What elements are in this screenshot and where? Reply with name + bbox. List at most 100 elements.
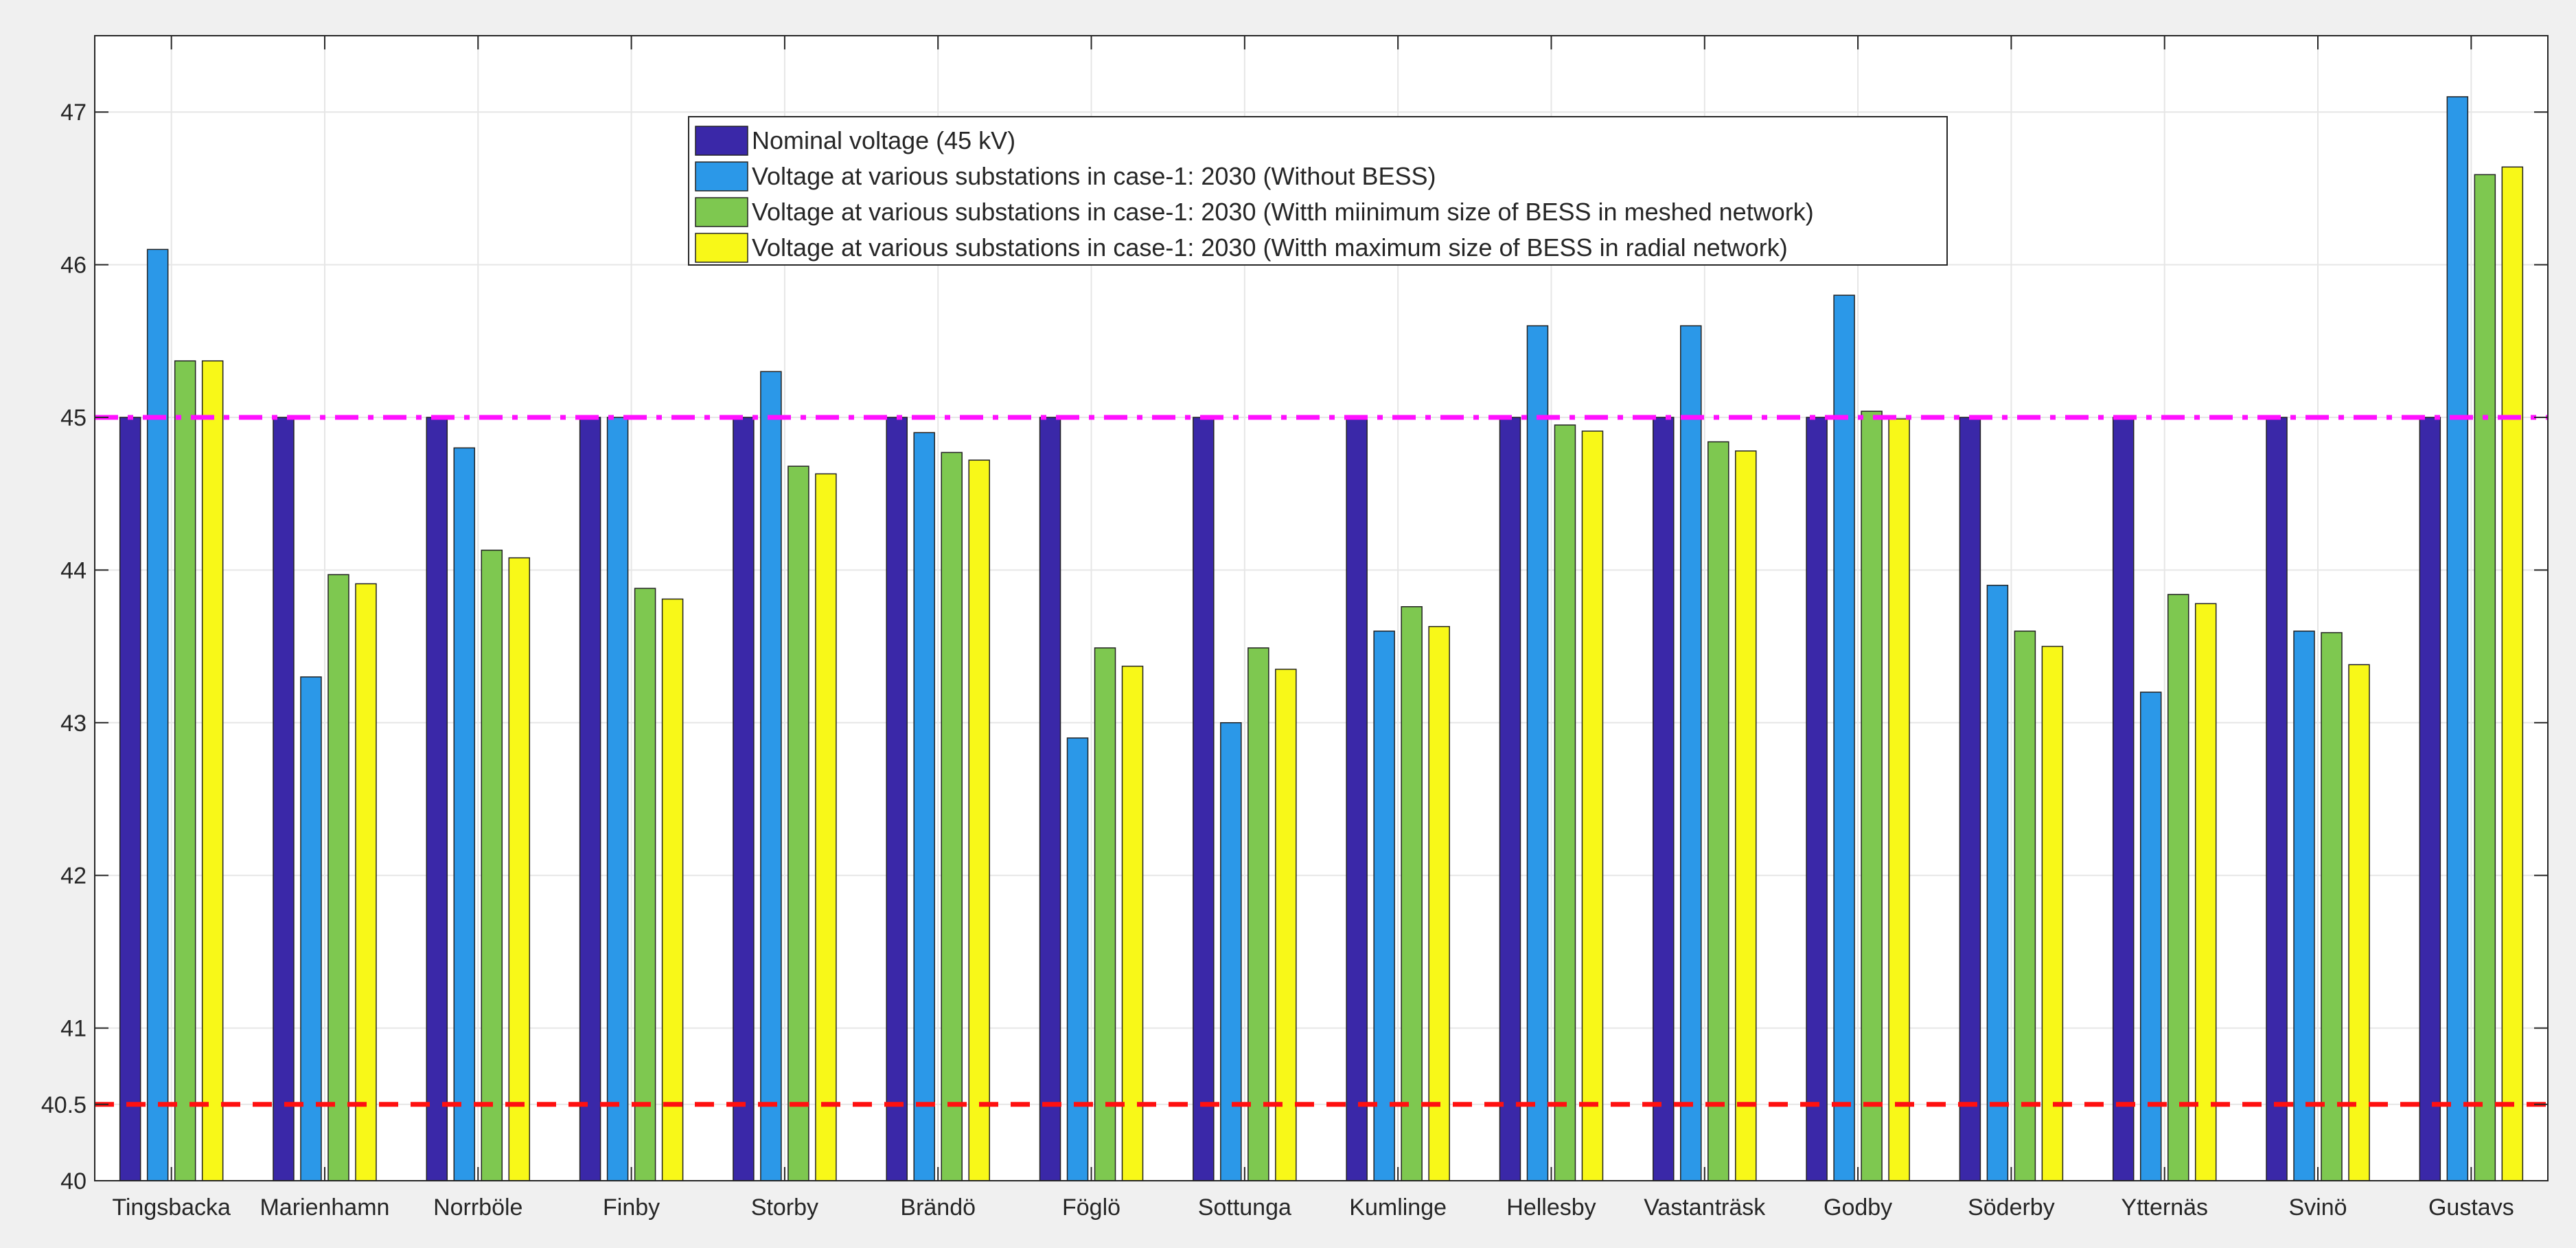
legend-label: Voltage at various substations in case-1… — [752, 162, 1436, 190]
y-tick-label: 47 — [60, 100, 87, 126]
bar — [2112, 417, 2135, 1181]
bar — [1680, 325, 1702, 1181]
bar — [1346, 417, 1368, 1181]
bar — [1554, 424, 1576, 1181]
bar — [1581, 430, 1604, 1181]
x-tick-label: Finby — [603, 1194, 660, 1221]
bar — [1121, 665, 1144, 1181]
bar — [2293, 630, 2315, 1181]
bar — [1959, 417, 1981, 1181]
x-tick-label: Norrböle — [433, 1194, 522, 1221]
x-tick-label: Ytternäs — [2121, 1194, 2208, 1221]
bar — [2321, 632, 2343, 1181]
x-tick-label: Hellesby — [1506, 1194, 1596, 1221]
legend-label: Voltage at various substations in case-1… — [752, 198, 1814, 226]
bar — [1373, 630, 1395, 1181]
legend-swatch — [695, 161, 748, 192]
bar — [1707, 441, 1729, 1181]
y-tick-label: 44 — [60, 557, 87, 583]
x-tick-label: Söderby — [1968, 1194, 2055, 1221]
bar — [579, 417, 601, 1181]
x-tick-label: Föglö — [1062, 1194, 1120, 1221]
bar — [760, 371, 782, 1181]
bar — [2266, 417, 2288, 1181]
legend-swatch — [695, 233, 748, 263]
bar — [787, 465, 809, 1181]
bar — [300, 676, 322, 1181]
bar — [1094, 647, 1116, 1181]
legend-label: Nominal voltage (45 kV) — [752, 126, 1015, 154]
bar — [1275, 669, 1297, 1181]
bar — [2419, 417, 2441, 1181]
bars-group — [119, 96, 2524, 1181]
bar — [886, 417, 908, 1181]
x-tick-label: Storby — [751, 1194, 818, 1221]
axis-ticks: 40 40.5 41 42 43 44 45 46 47 Tingsbacka Marienhamn… — [41, 36, 2548, 1221]
bar — [2014, 630, 2036, 1181]
bar — [1526, 325, 1549, 1181]
bar — [2194, 603, 2217, 1181]
bar — [426, 417, 448, 1181]
bar — [2446, 96, 2469, 1181]
legend-swatch — [695, 126, 748, 156]
bar — [1039, 417, 1061, 1181]
x-tick-label: Marienhamn — [260, 1194, 389, 1221]
bar — [733, 417, 755, 1181]
bar — [634, 588, 656, 1181]
bar — [481, 549, 503, 1181]
bar — [606, 417, 629, 1181]
bar — [1193, 417, 1215, 1181]
bar — [1861, 411, 1883, 1181]
bar — [273, 417, 295, 1181]
bar — [201, 360, 224, 1181]
x-tick-label: Kumlinge — [1349, 1194, 1447, 1221]
legend: Nominal voltage (45 kV) Voltage at variou… — [688, 116, 1948, 266]
x-tick-label: Vastanträsk — [1644, 1194, 1766, 1221]
bar — [327, 574, 349, 1181]
x-tick-label: Godby — [1824, 1194, 1892, 1221]
y-tick-label: 45 — [60, 405, 87, 431]
bar — [1806, 417, 1828, 1181]
y-tick-label: 46 — [60, 253, 87, 279]
y-tick-label: 40.5 — [41, 1092, 87, 1118]
bar — [2167, 594, 2189, 1181]
plot-border — [94, 35, 2549, 1181]
bar — [1735, 450, 1757, 1181]
bar — [913, 432, 935, 1181]
legend-swatch — [695, 197, 748, 227]
x-tick-label: Tingsbacka — [112, 1194, 231, 1221]
y-tick-label: 42 — [60, 863, 87, 889]
bar — [2139, 691, 2162, 1181]
bar — [2348, 664, 2370, 1181]
x-tick-label: Sottunga — [1198, 1194, 1291, 1221]
bar — [119, 417, 141, 1181]
bar — [355, 583, 377, 1181]
bar — [508, 557, 531, 1181]
bar — [2501, 166, 2524, 1181]
legend-label: Voltage at various substations in case-1… — [752, 233, 1788, 262]
bar — [2474, 174, 2496, 1181]
bar — [1247, 647, 1269, 1181]
bar — [941, 452, 963, 1181]
bar — [1401, 606, 1423, 1181]
bar — [2041, 645, 2064, 1181]
bar — [968, 459, 990, 1181]
y-tick-label: 41 — [60, 1016, 87, 1042]
x-tick-label: Gustavs — [2428, 1194, 2514, 1221]
bar — [1428, 625, 1450, 1181]
x-tick-label: Svinö — [2289, 1194, 2347, 1221]
y-tick-label: 40 — [60, 1168, 87, 1194]
bar — [453, 447, 476, 1181]
bar — [1888, 418, 1910, 1181]
bar — [1833, 294, 1855, 1181]
bar — [1220, 722, 1242, 1181]
bar — [1653, 417, 1675, 1181]
bar — [815, 473, 837, 1181]
bar — [1066, 737, 1089, 1181]
y-tick-label: 43 — [60, 710, 87, 737]
x-tick-label: Brändö — [900, 1194, 976, 1221]
bar — [1986, 584, 2009, 1181]
bar — [661, 598, 684, 1181]
bar — [146, 249, 169, 1181]
